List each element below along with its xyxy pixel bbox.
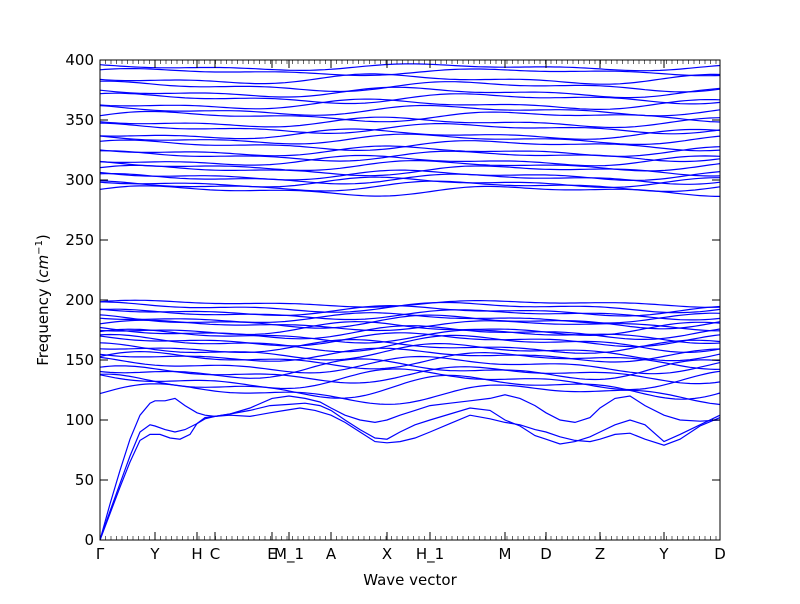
band-line-band-low-13 — [99, 328, 721, 344]
band-line-band-high-11 — [99, 139, 721, 152]
band-line-band-low-7 — [99, 350, 721, 371]
x-tick-label: H — [191, 545, 202, 563]
band-line-band-high-21 — [100, 80, 721, 93]
band-line-band-high-19 — [99, 92, 721, 105]
y-tick-label: 400 — [65, 51, 94, 69]
y-axis-label-main: Frequency ( — [34, 278, 52, 366]
y-tick-label: 350 — [65, 111, 94, 129]
x-tick-label: Y — [149, 545, 160, 563]
band-line-band-low-3 — [99, 368, 721, 391]
band-line-band-low-20 — [99, 304, 721, 317]
band-line-acoustic-1 — [99, 407, 721, 541]
y-tick-label: 50 — [75, 471, 94, 489]
band-line-band-high-5 — [99, 169, 721, 181]
x-axis-label: Wave vector — [363, 571, 457, 589]
band-line-band-high-18 — [99, 98, 721, 110]
band-line-acoustic-3 — [99, 394, 721, 541]
band-line-band-low-5 — [99, 358, 721, 381]
band-line-band-high-17 — [99, 104, 721, 117]
x-tick-label: Γ — [96, 545, 105, 563]
band-line-band-low-17 — [99, 314, 721, 330]
y-tick-label: 200 — [65, 291, 94, 309]
band-line-band-high-1 — [99, 185, 720, 197]
x-tick-label: Z — [595, 545, 605, 563]
x-tick-label: M — [499, 545, 512, 563]
band-line-band-high-23 — [99, 68, 721, 77]
plot-frame — [99, 59, 721, 541]
x-axis-ticks: Γ Y H C EM_1 A X H_1 M D Z Y D — [96, 60, 726, 564]
band-line-band-low-16 — [99, 319, 720, 332]
x-tick-label: D — [714, 545, 726, 563]
y-tick-label: 150 — [65, 351, 94, 369]
band-line-band-high-10 — [99, 145, 721, 157]
band-line-band-high-13 — [99, 128, 721, 140]
band-line-band-high-22 — [99, 73, 721, 85]
band-line-band-high-15 — [99, 116, 721, 129]
band-line-band-low-10 — [99, 339, 721, 354]
y-axis-label: Frequency (cm−1) — [34, 234, 52, 366]
y-tick-label: 100 — [65, 411, 94, 429]
band-line-band-high-8 — [99, 154, 721, 167]
band-line-band-high-16 — [99, 110, 721, 123]
band-line-band-low-19 — [99, 308, 721, 321]
band-line-band-low-14 — [99, 325, 721, 340]
band-line-band-high-3 — [99, 176, 720, 189]
band-line-band-low-1 — [99, 383, 721, 406]
band-line-band-high-20 — [99, 86, 721, 99]
x-tick-label: C — [210, 545, 220, 563]
x-tick-label: D — [540, 545, 552, 563]
x-tick-label: H_1 — [416, 545, 444, 564]
x-tick-label: E — [267, 545, 276, 563]
x-tick-label: A — [326, 545, 337, 563]
phonon-bands — [99, 63, 721, 541]
band-line-band-low-6 — [99, 355, 721, 375]
band-line-band-low-18 — [99, 312, 721, 324]
y-tick-label: 0 — [84, 531, 94, 549]
y-tick-label: 250 — [65, 231, 94, 249]
band-line-band-high-4 — [99, 173, 721, 185]
band-line-band-low-8 — [99, 347, 721, 363]
x-tick-label: M_1 — [274, 545, 304, 564]
band-line-band-low-22 — [99, 299, 721, 308]
band-line-band-low-12 — [99, 332, 721, 348]
band-line-band-low-15 — [99, 320, 721, 337]
band-line-band-high-12 — [99, 133, 721, 145]
band-line-band-low-2 — [99, 373, 721, 400]
y-axis-label-sup: −1 — [34, 240, 45, 255]
band-line-band-high-24 — [99, 63, 721, 72]
x-tick-label: X — [382, 545, 392, 563]
band-line-band-high-7 — [99, 160, 721, 172]
band-line-band-low-11 — [99, 333, 721, 353]
y-axis-ticks: 0 50 100 150 200 250 300 350 400 — [65, 51, 720, 549]
band-line-band-high-14 — [99, 122, 721, 135]
x-tick-label: Y — [658, 545, 669, 563]
y-axis-label-symbol: cm — [34, 255, 52, 278]
y-axis-label-close: ) — [34, 234, 52, 240]
band-line-acoustic-2 — [99, 402, 721, 541]
band-line-band-low-4 — [99, 365, 721, 385]
y-tick-label: 300 — [65, 171, 94, 189]
band-line-band-low-9 — [99, 342, 721, 362]
